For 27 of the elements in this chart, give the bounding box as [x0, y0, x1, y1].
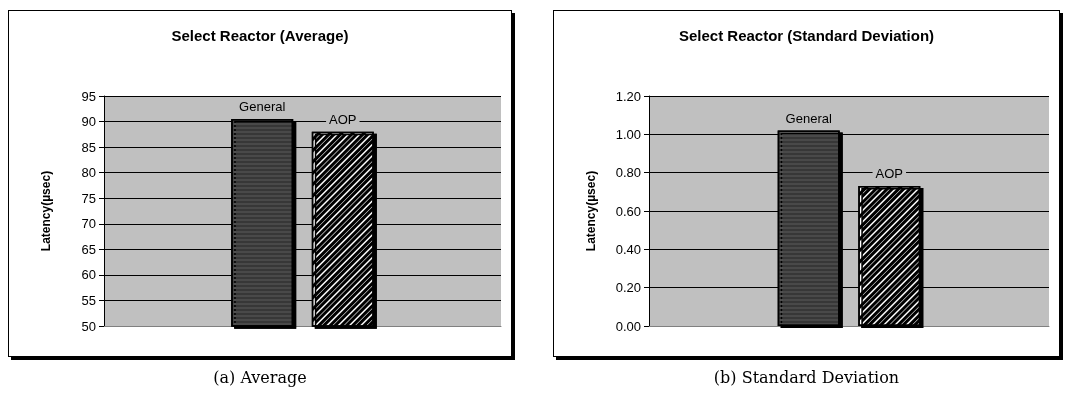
- y-tick-label: 0.80: [615, 165, 641, 181]
- y-axis-title: Latency(µsec): [39, 170, 53, 252]
- y-tick-label: 1.00: [615, 126, 641, 142]
- y-tick-label: 70: [81, 216, 96, 232]
- series-label: General: [785, 110, 832, 126]
- y-tick-label: 1.20: [615, 88, 641, 104]
- series-label: General: [239, 99, 286, 114]
- text: (b) Standard Deviation: [712, 368, 901, 387]
- y-tick-label: 95: [81, 88, 96, 104]
- y-tick-label: 75: [81, 190, 96, 206]
- text: (a) Average: [212, 368, 308, 387]
- y-tick-label: 0.60: [615, 203, 641, 219]
- y-axis-title: Latency(µsec): [584, 170, 598, 252]
- y-tick-label: 55: [81, 292, 96, 308]
- y-tick-label: 60: [81, 267, 96, 283]
- y-tick-label: 85: [81, 139, 96, 155]
- y-tick-label: 80: [81, 165, 96, 181]
- chart-title: Select Reactor (Standard Deviation): [678, 27, 935, 44]
- y-tick-label: 0.40: [615, 241, 641, 257]
- y-tick-label: 0.20: [615, 280, 641, 296]
- series-label: AOP: [875, 166, 904, 182]
- y-tick-label: 90: [81, 114, 96, 130]
- y-tick-label: 0.00: [615, 318, 641, 334]
- y-tick-label: 50: [81, 318, 96, 334]
- series-label: AOP: [329, 111, 357, 127]
- chart-title: Select Reactor (Average): [171, 27, 349, 44]
- y-tick-label: 65: [81, 241, 96, 257]
